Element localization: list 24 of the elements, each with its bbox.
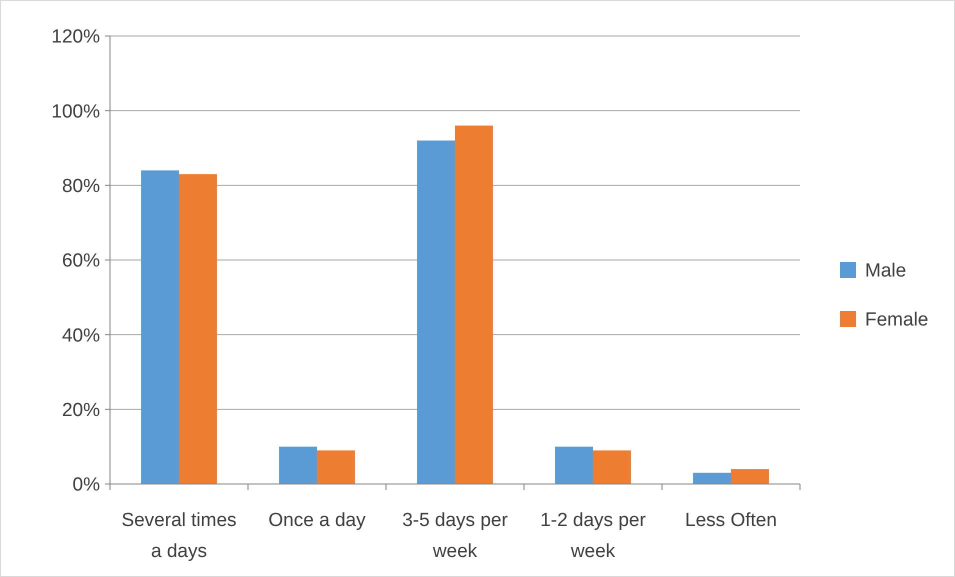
x-tick-label: Several times a days	[121, 510, 237, 562]
bar	[417, 140, 455, 484]
y-tick-label: 0%	[72, 474, 100, 496]
x-tick-label: Once a day	[268, 510, 366, 531]
bar	[455, 126, 493, 484]
x-tick-label: 3-5 days per week	[402, 510, 508, 562]
x-tick-label: 1-2 days per week	[540, 510, 646, 562]
bar	[693, 472, 731, 484]
bar	[731, 469, 769, 484]
x-tick-label: Less Often	[685, 510, 777, 531]
y-tick-label: 100%	[51, 101, 100, 122]
bar	[555, 446, 593, 484]
bar	[593, 450, 631, 484]
y-tick-label: 60%	[62, 250, 100, 272]
bar	[279, 446, 317, 484]
legend-label: Male	[865, 260, 906, 282]
y-tick-label: 40%	[62, 325, 100, 346]
y-tick-label: 80%	[62, 176, 100, 197]
legend-label: Female	[865, 310, 928, 331]
bar	[141, 170, 179, 484]
bar	[179, 174, 217, 484]
y-tick-label: 120%	[51, 26, 100, 48]
y-tick-label: 20%	[62, 400, 100, 421]
bar	[317, 450, 355, 484]
